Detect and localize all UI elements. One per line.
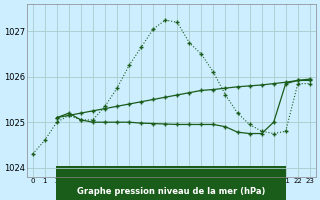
X-axis label: Graphe pression niveau de la mer (hPa): Graphe pression niveau de la mer (hPa) <box>77 187 266 196</box>
